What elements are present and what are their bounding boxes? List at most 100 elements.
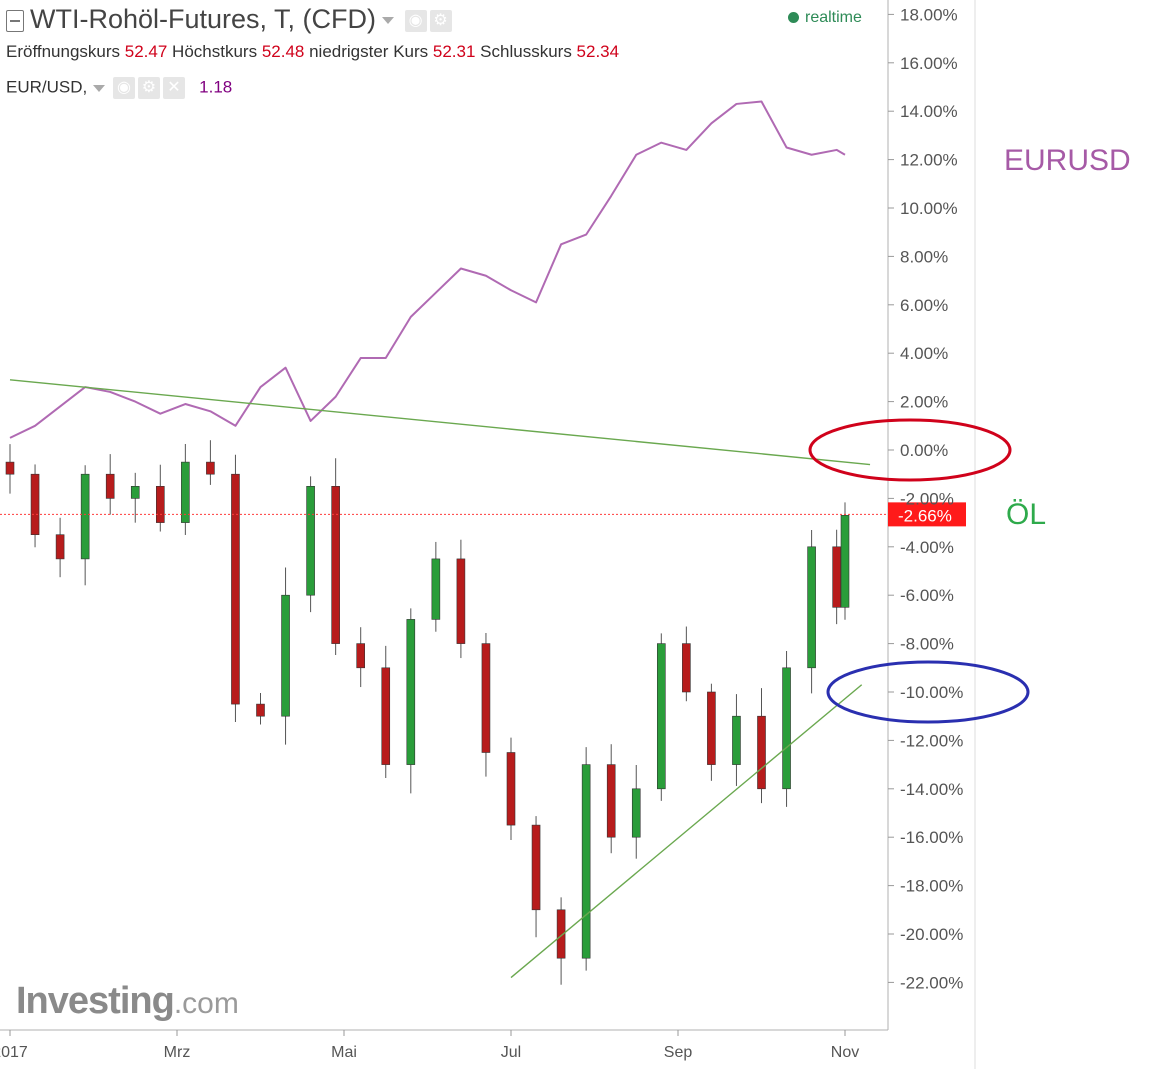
chart-grid: [0, 0, 976, 1069]
y-tick-label: 0.00%: [900, 441, 948, 460]
compare-symbol[interactable]: EUR/USD,: [6, 77, 88, 97]
candle-body: [55, 534, 65, 560]
y-tick-label: -18.00%: [900, 877, 963, 896]
y-tick-label: 14.00%: [900, 102, 958, 121]
compare-legend: EUR/USD, ◉ ⚙ ✕ 1.18: [6, 77, 232, 99]
gear-icon[interactable]: ⚙: [429, 9, 452, 32]
candle-body: [105, 473, 115, 499]
open-value: 52.47: [124, 42, 168, 61]
y-tick-label: 18.00%: [900, 5, 958, 24]
x-tick-label: Mrz: [164, 1044, 191, 1061]
close-label: Schlusskurs: [480, 42, 572, 61]
y-tick-label: -14.00%: [900, 780, 963, 799]
trendline-support: [510, 684, 863, 979]
candle-body: [606, 764, 616, 838]
highlight-ellipse-red: [808, 418, 1012, 482]
gear-icon[interactable]: ⚙: [137, 77, 160, 99]
y-tick-label: -10.00%: [900, 683, 963, 702]
candle-body: [156, 485, 165, 523]
compare-value: 1.18: [199, 77, 233, 97]
realtime-status: realtime: [788, 9, 862, 27]
candle-body: [807, 546, 816, 669]
candle-body: [631, 788, 641, 838]
y-tick-label: 10.00%: [900, 199, 958, 218]
candle-body: [556, 909, 566, 959]
y-tick-label: 8.00%: [900, 247, 948, 266]
candle-body: [206, 461, 215, 475]
candle-body: [406, 619, 416, 765]
chevron-down-icon[interactable]: [93, 84, 106, 92]
eurusd-series: [9, 100, 846, 439]
high-label: Höchstkurs: [172, 42, 258, 61]
oil-candles: [5, 440, 850, 985]
y-tick-label: -22.00%: [900, 973, 963, 992]
candle-body: [707, 691, 716, 765]
y-tick-label: -8.00%: [900, 635, 954, 654]
candle-body: [281, 594, 290, 717]
candle-body: [481, 643, 491, 753]
candle-body: [431, 558, 441, 620]
y-tick-label: 2.00%: [900, 393, 948, 412]
candle-body: [130, 485, 140, 499]
x-tick-label: Mai: [331, 1044, 357, 1061]
y-tick-label: -2.00%: [900, 489, 954, 508]
chevron-down-icon[interactable]: [382, 17, 395, 25]
candle-body: [732, 715, 741, 765]
low-label: niedrigster Kurs: [309, 42, 429, 61]
candle-body: [682, 643, 691, 693]
y-axis[interactable]: 18.00% 16.00% 14.00% 12.00% 10.00% 8.00% 6.00%…: [888, 5, 963, 992]
close-icon[interactable]: ✕: [162, 77, 185, 99]
y-tick-label: -12.00%: [900, 731, 963, 750]
y-tick-label: 6.00%: [900, 296, 948, 315]
eye-icon[interactable]: ◉: [404, 9, 427, 32]
candle-body: [832, 546, 841, 608]
candle-body: [840, 515, 850, 608]
y-tick-label: -4.00%: [900, 538, 954, 557]
trendlines: [9, 379, 871, 979]
x-tick-label: 2017: [0, 1044, 28, 1061]
y-tick-label: -20.00%: [900, 925, 963, 944]
candle-body: [80, 473, 90, 560]
x-tick-label: Sep: [664, 1044, 693, 1061]
candle-body: [456, 558, 466, 644]
collapse-icon[interactable]: [6, 9, 24, 32]
x-tick-label: Nov: [831, 1044, 859, 1061]
y-tick-label: 12.00%: [900, 151, 958, 170]
chart-title-row: WTI-Rohöl-Futures, T, (CFD) ◉ ⚙: [6, 4, 452, 35]
y-tick-label: -16.00%: [900, 828, 963, 847]
status-dot-icon: [788, 12, 799, 23]
candle-body: [356, 643, 366, 669]
candle-body: [231, 473, 240, 705]
eurusd-line: [9, 100, 846, 439]
candle-body: [30, 473, 40, 536]
trendline-resistance: [9, 379, 871, 466]
candle-body: [181, 461, 190, 523]
highlight-circles: [808, 418, 1030, 724]
y-tick-label: -6.00%: [900, 586, 954, 605]
x-axis[interactable]: 2017 Mrz Mai Jul Sep Nov: [0, 1030, 859, 1061]
candle-body: [506, 752, 516, 826]
candle-body: [581, 764, 591, 959]
current-price-marker: -2.66%: [0, 502, 966, 527]
open-label: Eröffnungskurs: [6, 42, 121, 61]
oil-annotation: ÖL: [1006, 498, 1047, 531]
eye-icon[interactable]: ◉: [112, 77, 135, 99]
symbol-title[interactable]: WTI-Rohöl-Futures, T, (CFD): [30, 4, 377, 34]
investing-logo: Investing.com: [16, 980, 239, 1023]
candle-body: [656, 643, 666, 790]
y-tick-label: 16.00%: [900, 54, 958, 73]
candle-body: [256, 703, 265, 717]
current-price-label: -2.66%: [898, 506, 952, 525]
eurusd-annotation: EURUSD: [1004, 144, 1131, 177]
ohlc-legend: Eröffnungskurs 52.47 Höchstkurs 52.48 ni…: [6, 42, 619, 62]
low-value: 52.31: [432, 42, 476, 61]
candle-body: [381, 667, 391, 765]
logo-suffix: .com: [173, 987, 239, 1020]
candle-body: [531, 824, 541, 911]
candle-body: [331, 485, 340, 644]
realtime-label: realtime: [805, 9, 862, 26]
close-value: 52.34: [576, 42, 620, 61]
high-value: 52.48: [261, 42, 305, 61]
highlight-ellipse-blue: [826, 660, 1030, 724]
